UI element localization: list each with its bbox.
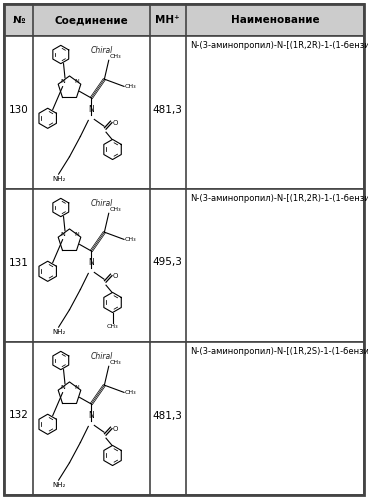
- Text: №: №: [12, 15, 25, 25]
- Text: Chiral: Chiral: [91, 199, 113, 208]
- Text: Соединение: Соединение: [54, 15, 128, 25]
- Text: N-(3-аминопропил)-N-[(1R,2R)-1-(1-бензил-4-фенил-1Н-имидазол-2-ил)-2-метилбутил]: N-(3-аминопропил)-N-[(1R,2R)-1-(1-бензил…: [190, 194, 368, 203]
- Text: 481,3: 481,3: [153, 104, 183, 114]
- Text: CH₃: CH₃: [125, 237, 137, 242]
- Text: NH₂: NH₂: [52, 176, 65, 182]
- Text: N: N: [74, 232, 79, 237]
- Text: CH₃: CH₃: [125, 390, 137, 395]
- Text: N-(3-аминопропил)-N-[(1R,2R)-1-(1-бензил-4-фенил-1Н-имидазол-2-ил)-2-метилбутил]: N-(3-аминопропил)-N-[(1R,2R)-1-(1-бензил…: [190, 41, 368, 50]
- Text: Наименование: Наименование: [231, 15, 319, 25]
- Text: CH₃: CH₃: [107, 324, 118, 329]
- Text: Chiral: Chiral: [91, 352, 113, 361]
- Text: O: O: [113, 120, 118, 126]
- Text: CH₃: CH₃: [110, 207, 121, 212]
- Text: 132: 132: [8, 411, 28, 421]
- Bar: [4, 342, 364, 495]
- Text: O: O: [113, 426, 118, 432]
- Bar: [4, 36, 364, 189]
- Text: N-(3-аминопропил)-N-[(1R,2S)-1-(1-бензил-4-фенил-1Н-имидазол-2-ил)-2-метилбутил]: N-(3-аминопропил)-N-[(1R,2S)-1-(1-бензил…: [190, 347, 368, 356]
- Text: Chiral: Chiral: [91, 46, 113, 55]
- Text: N: N: [60, 385, 65, 390]
- Bar: [4, 189, 364, 342]
- Text: N: N: [88, 411, 94, 420]
- Text: N: N: [74, 79, 79, 84]
- Text: MH⁺: MH⁺: [156, 15, 180, 25]
- Text: NH₂: NH₂: [52, 329, 65, 335]
- Text: N: N: [74, 385, 79, 390]
- Bar: [4, 4, 364, 36]
- Text: 495,3: 495,3: [153, 257, 183, 267]
- Text: N: N: [60, 79, 65, 84]
- Text: CH₃: CH₃: [110, 54, 121, 59]
- Text: 131: 131: [8, 257, 28, 267]
- Text: 130: 130: [8, 104, 28, 114]
- Text: N: N: [88, 258, 94, 267]
- Text: N: N: [88, 105, 94, 114]
- Text: N: N: [60, 232, 65, 237]
- Text: 481,3: 481,3: [153, 411, 183, 421]
- Text: O: O: [113, 272, 118, 278]
- Text: CH₃: CH₃: [110, 360, 121, 365]
- Text: NH₂: NH₂: [52, 482, 65, 488]
- Text: CH₃: CH₃: [125, 84, 137, 89]
